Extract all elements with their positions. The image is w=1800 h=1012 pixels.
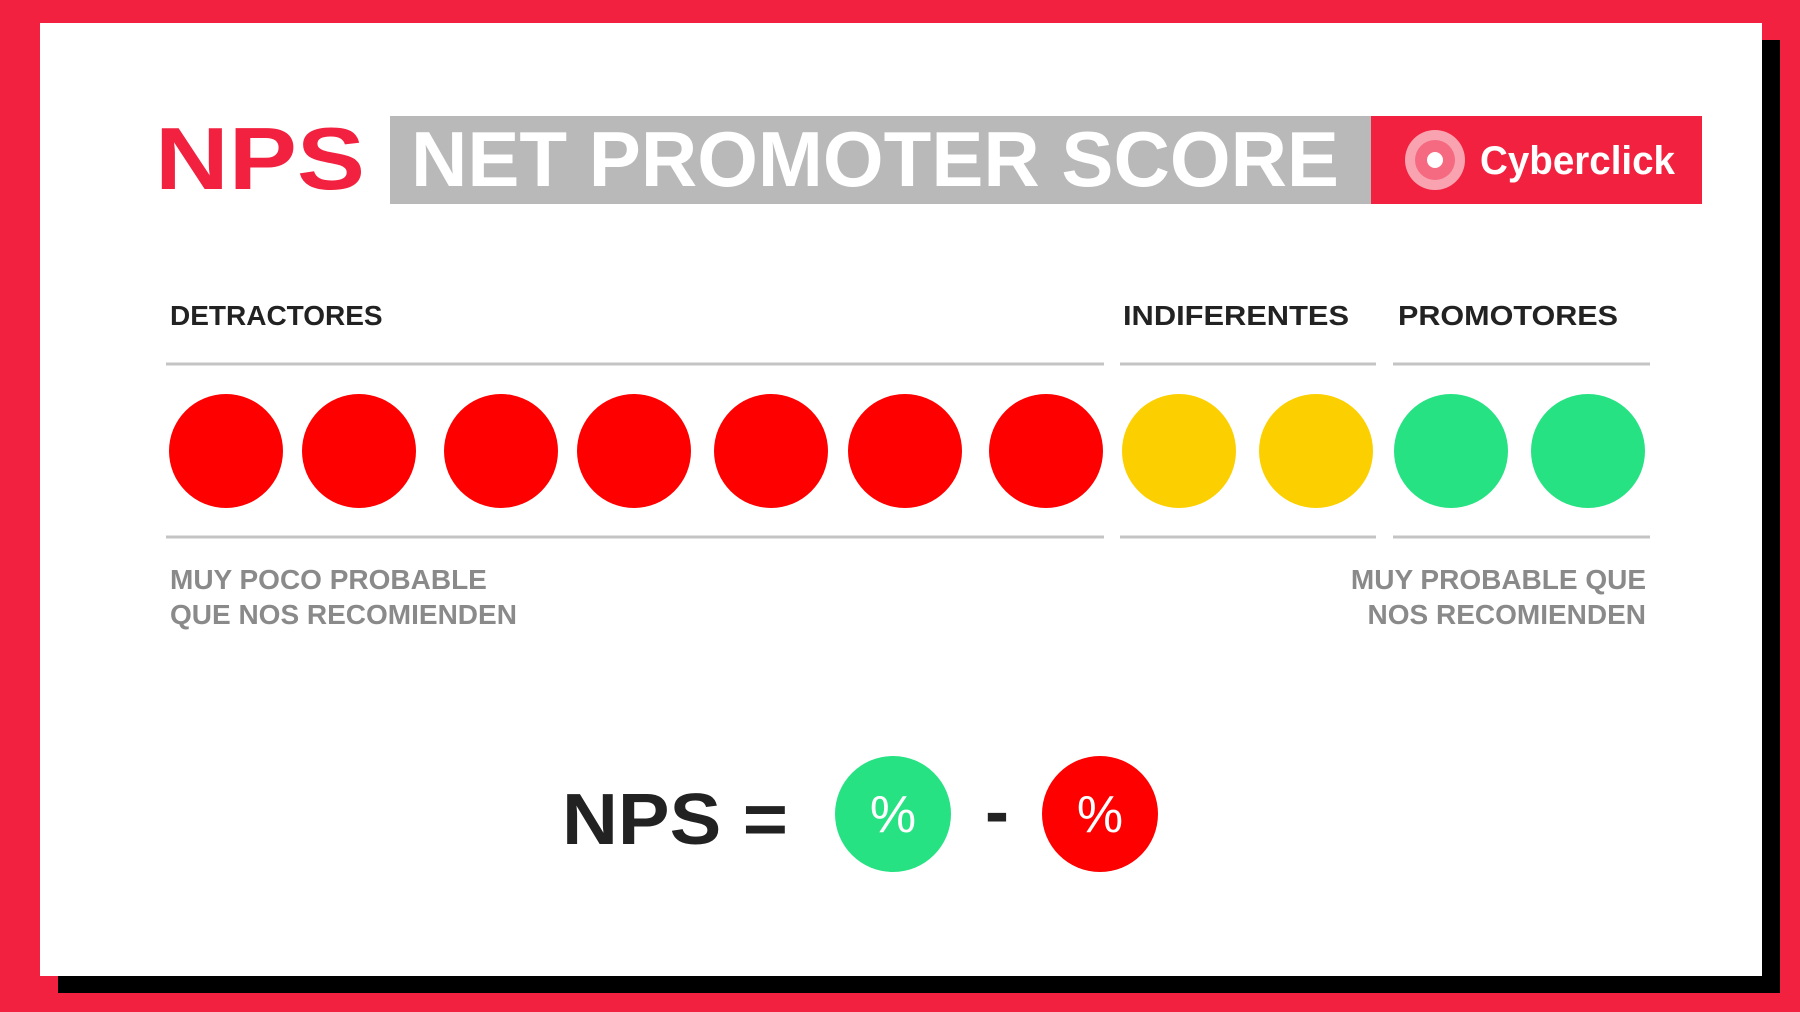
promoters-circle: [835, 756, 951, 872]
brand-logo: [1405, 130, 1465, 190]
formula-left: NPS =: [562, 780, 788, 860]
caption-low: MUY POCO PROBABLE: [170, 564, 487, 595]
promoters-percent: %: [870, 786, 916, 844]
caption-high: NOS RECOMIENDEN: [1368, 599, 1646, 630]
detractors-percent: %: [1077, 786, 1123, 844]
group-label: INDIFERENTES: [1123, 300, 1349, 331]
title: NET PROMOTER SCORE: [411, 115, 1339, 203]
group-label: PROMOTORES: [1398, 300, 1618, 331]
caption-high: MUY PROBABLE QUE: [1351, 564, 1646, 595]
title-box: [390, 116, 1371, 204]
score-circles: [169, 394, 1645, 508]
brand: Cyberclick: [1480, 139, 1676, 183]
acronym: NPS: [155, 109, 365, 208]
group-label: DETRACTORES: [170, 300, 383, 331]
caption-low: QUE NOS RECOMIENDEN: [170, 599, 517, 630]
detractors-circle: [1042, 756, 1158, 872]
rules: [166, 362, 1650, 539]
formula-minus: -: [985, 772, 1009, 852]
